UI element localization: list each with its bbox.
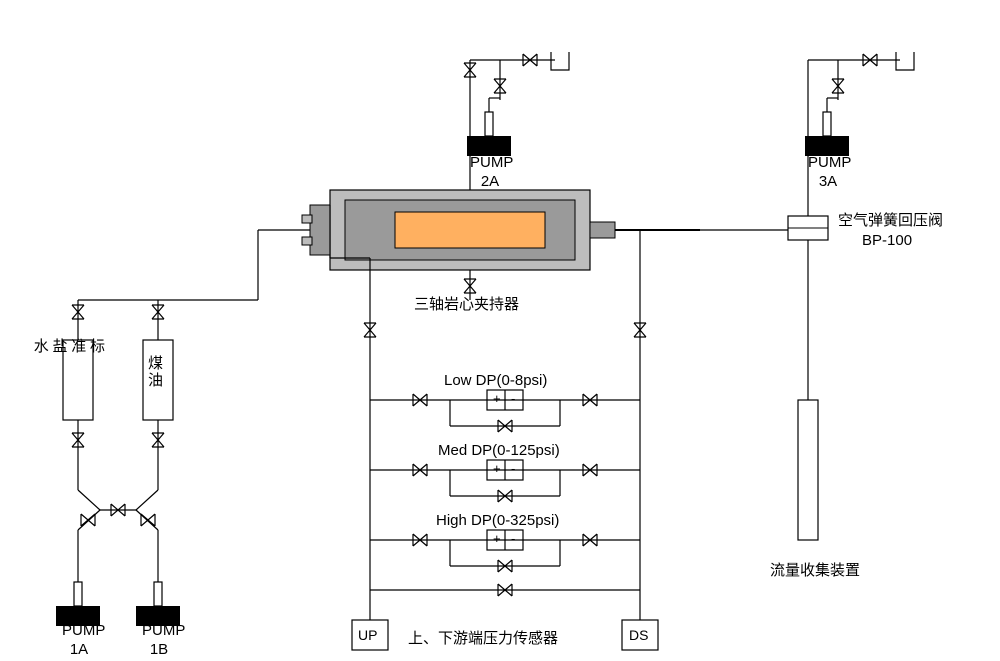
beaker-2a	[551, 52, 569, 70]
dp-low-plus: +	[493, 391, 501, 407]
brine-label: 标准盐水	[30, 338, 105, 355]
pump-1b	[136, 568, 180, 626]
dp-med-minus: -	[511, 461, 515, 477]
dp-low	[370, 390, 640, 432]
ud-sensor-label: 上、下游端压力传感器	[408, 630, 558, 649]
collector-label: 流量收集装置	[770, 562, 860, 581]
up-box-label: UP	[358, 627, 377, 645]
core-holder-label: 三轴岩心夹持器	[414, 296, 519, 315]
dp-low-label: Low DP(0-8psi)	[444, 372, 547, 391]
bpv-label-2: BP-100	[862, 232, 912, 251]
pump-1a-label: PUMP1A	[62, 622, 96, 660]
dp-low-minus: -	[511, 391, 515, 407]
dp-high	[370, 530, 640, 572]
beaker-3a	[896, 52, 914, 70]
ds-box-label: DS	[629, 627, 648, 645]
pump-2a-label: PUMP2A	[470, 154, 510, 192]
dp-high-plus: +	[493, 531, 501, 547]
dp-high-minus: -	[511, 531, 515, 547]
dp-high-label: High DP(0-325psi)	[436, 512, 559, 531]
pump-3a	[805, 98, 849, 156]
pump-1a	[56, 568, 100, 626]
flow-collector	[798, 400, 818, 540]
dp-med-plus: +	[493, 461, 501, 477]
dp-med-label: Med DP(0-125psi)	[438, 442, 560, 461]
dp-med	[370, 460, 640, 502]
kerosene-label: 煤油	[148, 356, 163, 389]
pump-3a-label: PUMP3A	[808, 154, 848, 192]
bpv-label-1: 空气弹簧回压阀	[838, 212, 943, 231]
pump-1b-label: PUMP1B	[142, 622, 176, 660]
pump-2a	[467, 98, 511, 156]
